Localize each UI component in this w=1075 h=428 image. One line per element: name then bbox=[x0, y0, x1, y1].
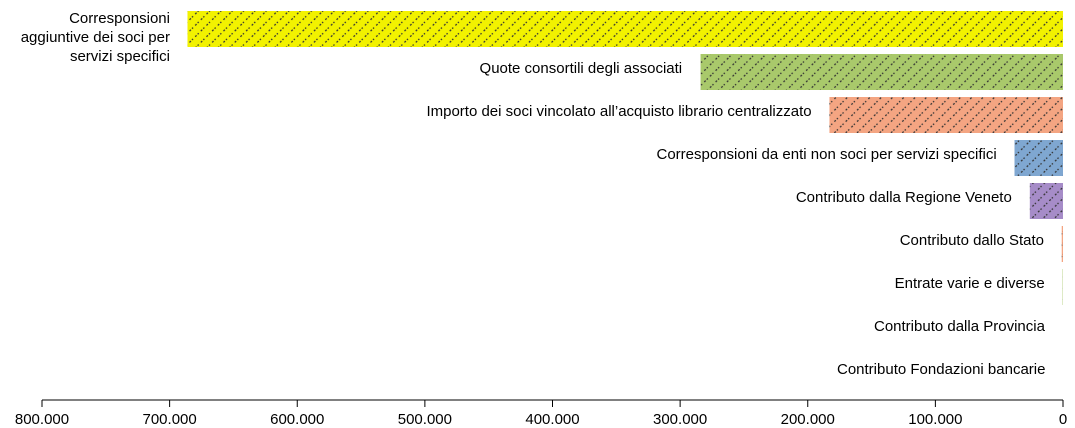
category-label: Importo dei soci vincolato all’acquisto … bbox=[426, 102, 812, 120]
bar bbox=[829, 97, 1063, 133]
category-label: Contributo dalla Provincia bbox=[874, 317, 1045, 335]
x-tick-label: 800.000 bbox=[15, 411, 69, 428]
x-tick-label: 300.000 bbox=[653, 411, 707, 428]
category-label: Contributo Fondazioni bancarie bbox=[837, 360, 1046, 378]
x-tick-label: 500.000 bbox=[398, 411, 452, 428]
category-label: Entrate varie e diverse bbox=[894, 274, 1045, 292]
category-label: Quote consortili degli associati bbox=[479, 59, 683, 77]
bar bbox=[1029, 183, 1063, 219]
x-tick-label: 400.000 bbox=[525, 411, 579, 428]
category-label: Contributo dallo Stato bbox=[899, 231, 1044, 249]
bar bbox=[700, 54, 1063, 90]
category-label: Corresponsioni aggiuntive dei soci per s… bbox=[20, 9, 170, 65]
x-tick-label: 200.000 bbox=[781, 411, 835, 428]
x-tick-label: 700.000 bbox=[143, 411, 197, 428]
x-tick-label: 0 bbox=[1059, 411, 1067, 428]
x-tick-label: 100.000 bbox=[908, 411, 962, 428]
bar bbox=[187, 11, 1063, 47]
x-tick-label: 600.000 bbox=[270, 411, 324, 428]
category-label: Contributo dalla Regione Veneto bbox=[795, 188, 1012, 206]
category-label: Corresponsioni da enti non soci per serv… bbox=[656, 145, 997, 163]
bar bbox=[1014, 140, 1063, 176]
bar bbox=[1061, 226, 1063, 262]
